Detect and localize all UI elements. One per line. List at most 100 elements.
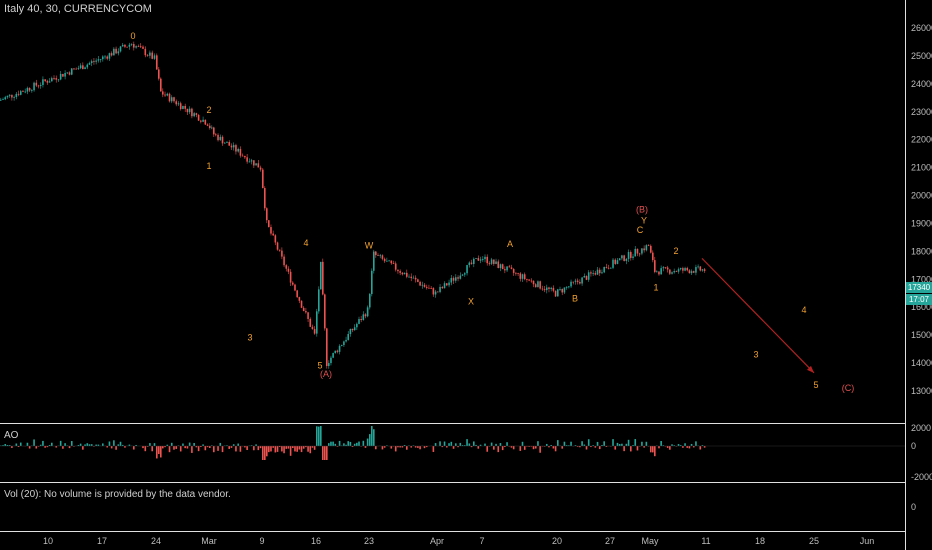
candle-body	[340, 345, 343, 346]
candle-body	[638, 253, 641, 255]
candle-body	[364, 314, 367, 317]
ao-bar	[59, 440, 62, 446]
ao-bar	[316, 426, 318, 446]
candle-body	[33, 82, 35, 91]
candle-body	[647, 245, 650, 247]
candle-body	[587, 272, 590, 280]
candle-body	[0, 99, 2, 101]
candle-body	[326, 328, 328, 367]
candle-body	[59, 73, 62, 80]
candle-body	[632, 256, 634, 258]
ao-bar	[283, 446, 285, 454]
ao-bar	[625, 443, 628, 446]
ao-bar	[448, 443, 450, 446]
ao-bar	[621, 443, 623, 446]
candle-body	[292, 282, 294, 285]
vol-pane-label[interactable]: Vol (20): No volume is provided by the d…	[4, 489, 231, 500]
candle-body	[175, 101, 178, 105]
ao-bar	[583, 444, 586, 446]
ao-bar	[237, 443, 239, 446]
ao-bar	[97, 444, 100, 446]
ao-bar	[394, 446, 397, 452]
ao-bar	[37, 446, 40, 447]
candle-body	[115, 48, 117, 54]
candle-body	[543, 289, 546, 291]
candle-body	[390, 260, 393, 264]
candle-body	[77, 68, 80, 69]
candle-body	[650, 245, 652, 253]
candle-body	[419, 281, 421, 286]
candle-body	[186, 108, 189, 113]
ao-bar	[305, 446, 307, 448]
candle-body	[153, 55, 156, 59]
candle-body	[430, 288, 432, 289]
vol-axis[interactable]: 0	[911, 502, 916, 512]
candle-body	[512, 268, 515, 273]
ao-bar	[48, 444, 51, 446]
candle-body	[386, 260, 388, 262]
date-tick-label: Jun	[860, 536, 875, 546]
time-axis[interactable]: 10 17 24 Mar 9 16 23 Apr 7 20 27 May 11 18 25 Jun	[43, 536, 874, 546]
candle-body	[506, 266, 508, 271]
candle-body	[699, 266, 702, 271]
candle-body	[15, 93, 18, 97]
ao-bar	[253, 446, 255, 451]
ao-bar	[679, 445, 682, 446]
ao-bar	[587, 439, 590, 446]
candle-body	[84, 67, 86, 70]
candle-body	[31, 90, 33, 92]
ao-bar	[353, 443, 356, 446]
ao-axis[interactable]: 2000 0 -2000	[911, 423, 932, 482]
ao-bar	[519, 446, 522, 451]
ao-bar	[627, 439, 630, 446]
candle-body	[128, 44, 131, 47]
chart-title[interactable]: Italy 40, 30, CURRENCYCOM	[4, 3, 152, 15]
ao-bar	[414, 446, 417, 448]
ao-bar	[300, 446, 303, 453]
ao-tick-label: 2000	[911, 423, 931, 433]
candle-body	[375, 251, 377, 256]
candle-body	[164, 94, 166, 96]
ao-bar	[77, 444, 80, 446]
ao-bar	[200, 446, 202, 447]
ao-bar	[703, 446, 706, 448]
ao-bar	[690, 443, 693, 446]
ao-pane-label[interactable]: AO	[4, 430, 19, 441]
candle-body	[490, 259, 493, 264]
ao-bar	[641, 441, 643, 446]
wave-label: (B)	[636, 204, 648, 214]
ao-bar	[634, 439, 637, 446]
wave-label: 0	[130, 31, 135, 41]
candle-body	[11, 94, 13, 98]
ao-bar	[93, 446, 95, 447]
ao-bar	[557, 440, 559, 446]
ao-bar	[55, 446, 58, 448]
candle-body	[330, 357, 332, 364]
ao-bar	[117, 444, 120, 446]
ao-bar	[108, 441, 111, 446]
vol-tick-label: 0	[911, 502, 916, 512]
ao-bar	[162, 446, 164, 449]
ao-bar	[408, 445, 410, 446]
candle-body	[656, 271, 658, 273]
ao-bar	[191, 446, 193, 453]
candlestick-series	[0, 41, 706, 369]
candle-body	[519, 273, 522, 279]
last-price-tag: 17340	[906, 282, 932, 293]
price-tick-label: 18000	[911, 246, 932, 256]
wave-label: 1	[206, 161, 211, 171]
ao-bar	[266, 446, 268, 457]
candle-body	[142, 46, 144, 49]
candle-body	[515, 272, 517, 274]
ao-bar	[441, 446, 444, 448]
projection-line[interactable]	[701, 257, 815, 374]
ao-bar	[554, 446, 557, 452]
ao-bar	[459, 442, 462, 446]
ao-bar	[322, 446, 324, 460]
candle-body	[334, 350, 337, 354]
candle-body	[135, 46, 137, 48]
ao-bar	[373, 429, 375, 446]
ao-bar	[455, 443, 457, 446]
